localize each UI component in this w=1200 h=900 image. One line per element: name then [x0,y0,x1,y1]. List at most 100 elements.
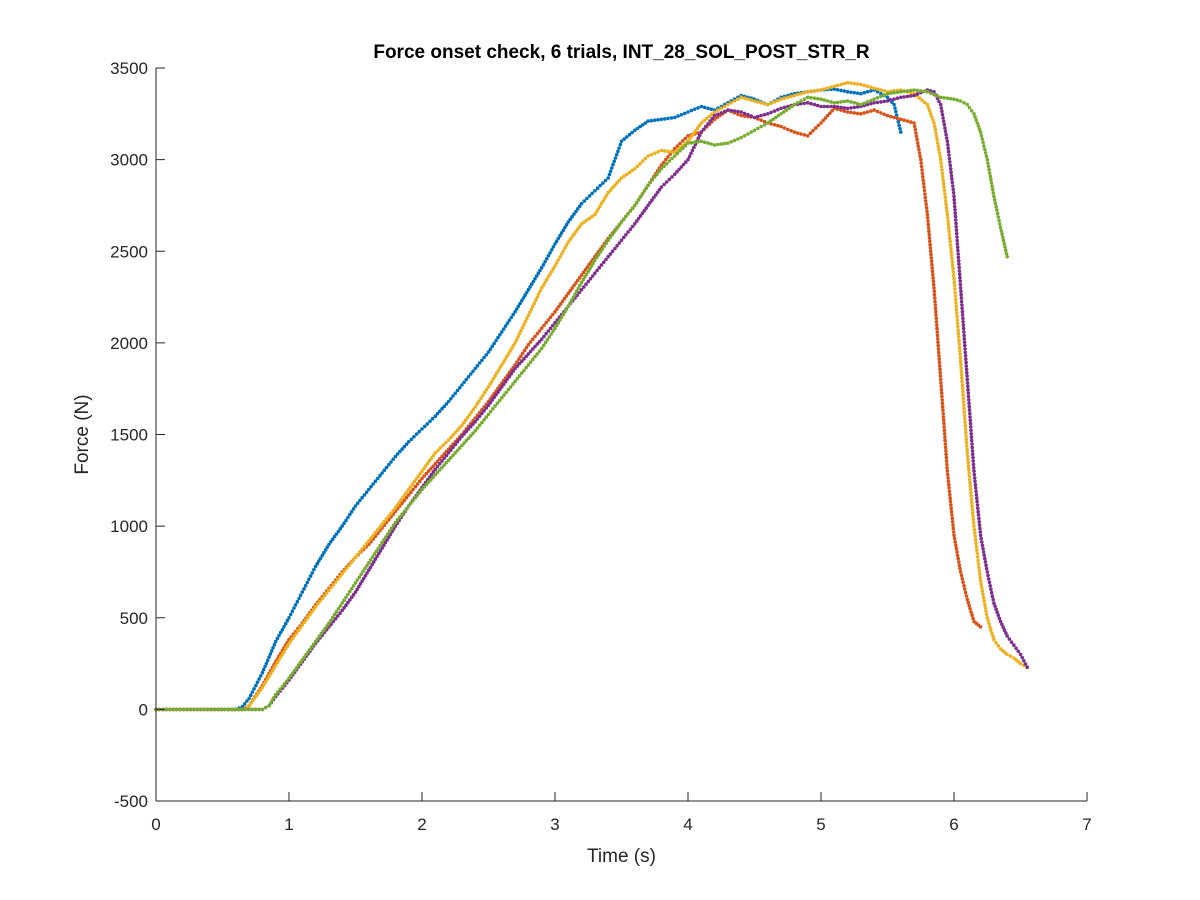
data-point [433,414,438,419]
data-point [545,337,550,342]
data-point [666,149,670,154]
data-point [431,475,435,480]
data-point [344,566,349,571]
data-point [477,414,482,419]
data-point [963,420,967,425]
data-point [264,661,269,666]
data-point [776,113,781,118]
y-tick-label: 2000 [110,334,148,353]
data-point [260,707,265,712]
data-point [606,190,610,195]
data-point [313,639,318,644]
data-point [520,298,524,303]
data-point [1016,649,1021,654]
data-point [957,560,961,564]
data-point [402,444,407,449]
data-point [466,427,471,431]
y-tick-label: 1000 [110,517,148,536]
data-point [960,386,965,391]
data-point [577,224,582,229]
data-point [986,164,991,169]
data-point [912,93,916,98]
data-point [626,211,630,216]
data-point [570,214,574,219]
data-point [391,457,396,462]
data-point [382,537,386,542]
data-point [958,349,962,353]
data-point [950,513,954,517]
data-point [789,129,793,133]
data-point [943,126,947,130]
data-point [437,462,442,466]
data-point [954,228,959,232]
data-point [875,87,880,91]
data-point [835,83,840,88]
data-point [579,280,584,285]
data-point [514,338,519,342]
data-point [945,462,949,467]
data-point [249,701,253,705]
data-point [943,195,948,200]
data-point [935,333,940,338]
data-point [882,112,886,117]
data-point [962,406,966,411]
data-point [944,132,948,137]
data-point [469,372,473,376]
data-point [686,134,690,138]
data-point [544,320,548,325]
data-point [968,421,973,426]
data-point [993,604,997,608]
data-point [899,95,903,100]
data-point [964,430,968,435]
data-point [729,108,733,113]
data-point [982,553,986,558]
data-point [272,642,277,647]
data-point [786,127,790,132]
data-point [535,352,540,356]
data-point [779,112,783,116]
data-point [378,525,382,529]
data-point [488,409,493,414]
data-point [940,168,944,172]
data-point [662,164,666,168]
data-point [325,624,329,628]
data-point [885,99,890,103]
data-point [936,347,941,351]
data-point [251,698,255,703]
data-point [615,225,620,229]
data-point [955,318,960,322]
data-point [500,385,504,389]
data-point [968,607,972,611]
data-point [585,196,589,201]
data-point [977,523,982,527]
data-point [892,97,896,101]
data-point [683,143,688,148]
data-point [347,563,351,568]
data-point [920,98,924,103]
data-point [438,445,443,450]
data-point [384,465,389,470]
data-point [929,252,933,257]
data-point [931,279,936,284]
data-point [357,584,361,589]
data-point [256,690,261,695]
data-point [633,128,637,133]
data-point [938,374,943,378]
data-point [905,119,910,123]
data-point [384,517,389,521]
data-point [774,115,778,120]
data-point [351,584,356,588]
data-point [988,584,992,588]
data-point [742,134,747,138]
data-point [1003,248,1008,252]
data-point [921,181,926,186]
data-point [756,126,760,131]
data-point [899,117,903,122]
data-point [958,352,962,357]
data-point [955,311,959,315]
data-point [338,604,343,608]
data-point [523,319,528,324]
data-point [998,619,1003,624]
data-point [1004,631,1008,635]
data-point [964,367,969,372]
